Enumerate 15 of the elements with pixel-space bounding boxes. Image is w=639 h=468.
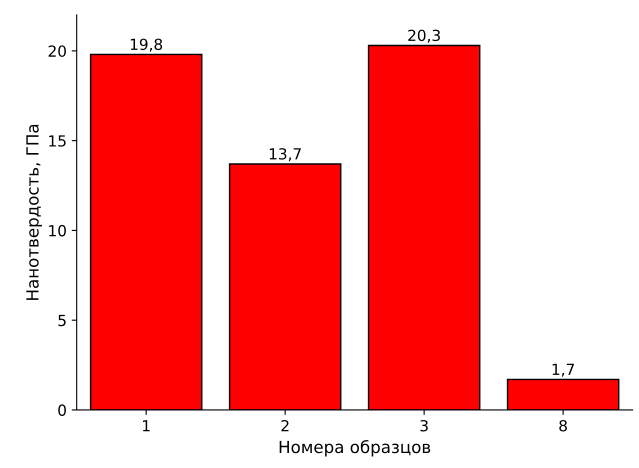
x-tick-label: 8 bbox=[559, 420, 567, 432]
x-tick-label: 1 bbox=[142, 420, 150, 432]
y-tick-label: 20 bbox=[48, 45, 66, 57]
x-axis-title: Номера образцов bbox=[280, 440, 430, 456]
data-label: 20,3 bbox=[408, 30, 440, 43]
y-axis-title: Нанотвердость, ГПа bbox=[26, 124, 42, 300]
y-tick-label: 5 bbox=[58, 314, 66, 326]
data-label: 19,8 bbox=[130, 38, 162, 52]
y-tick-label: 10 bbox=[49, 224, 66, 236]
data-label: 13,7 bbox=[270, 148, 301, 162]
data-label: 1,7 bbox=[552, 364, 574, 377]
y-tick-label: 0 bbox=[58, 404, 66, 416]
y-tick-label: 15 bbox=[49, 135, 66, 147]
x-tick-label: 2 bbox=[281, 420, 288, 432]
x-tick-label: 3 bbox=[420, 420, 428, 432]
